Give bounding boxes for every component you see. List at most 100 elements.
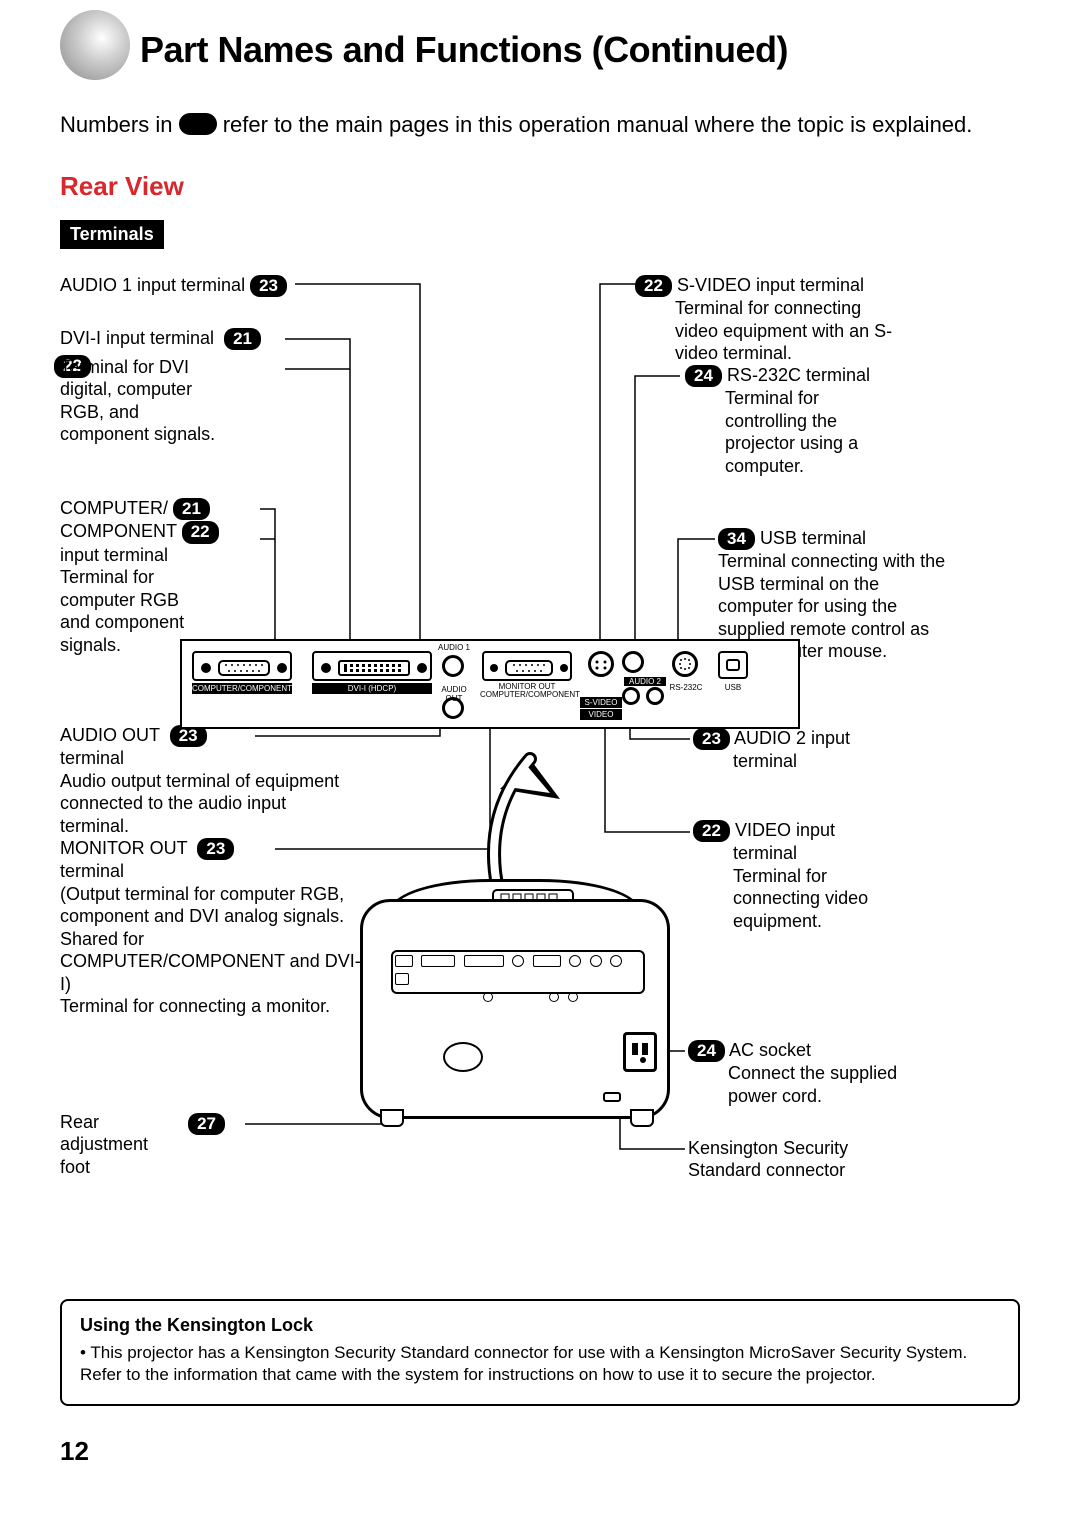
mini-port-icon	[549, 992, 559, 1002]
kensington-text-row: • This projector has a Kensington Securi…	[80, 1342, 1000, 1386]
callout-rearfoot: Rear adjustment foot 27	[60, 1111, 260, 1179]
rearfoot-title2: adjustment	[60, 1133, 148, 1156]
dvi-badge1: 21	[224, 328, 261, 350]
rs232-badge: 24	[685, 365, 722, 387]
port-rs232	[672, 651, 698, 677]
subsection-badge-terminals: Terminals	[60, 220, 164, 249]
mini-port-icon	[568, 992, 578, 1002]
intro-text: Numbers in refer to the main pages in th…	[60, 110, 1020, 141]
monitorout-badge: 23	[197, 838, 234, 860]
projector-rear-panel	[391, 950, 645, 994]
computer-title1: COMPUTER/	[60, 498, 168, 518]
mini-port-icon	[395, 955, 413, 967]
port-label-audioout: AUDIO OUT	[434, 685, 474, 703]
port-label-svideo: S-VIDEO	[580, 697, 622, 708]
callout-audio2: 23 AUDIO 2 input terminal	[693, 727, 933, 773]
svideo-port-icon	[591, 654, 611, 674]
projector-body	[360, 899, 670, 1119]
usb-title: USB terminal	[760, 528, 866, 548]
audioout-desc: Audio output terminal of equipment conne…	[60, 770, 340, 838]
videoin-badge: 22	[693, 820, 730, 842]
monitorout-desc: (Output terminal for computer RGB, compo…	[60, 883, 370, 996]
port-video	[622, 651, 644, 673]
projector-foot-left	[380, 1109, 404, 1127]
header-ornament-circle	[60, 10, 130, 80]
dvi-port-icon	[314, 653, 434, 683]
kensington-conn-title2: Standard connector	[688, 1159, 948, 1182]
dvi-desc: Terminal for DVI digital, computer RGB, …	[60, 356, 230, 446]
page-number: 12	[60, 1436, 1020, 1467]
callout-ac: 24 AC socket Connect the supplied power …	[688, 1039, 948, 1107]
port-label-audio1: AUDIO 1	[437, 643, 471, 652]
mini-port-icon	[569, 955, 581, 967]
kensington-lock-box: Using the Kensington Lock • This project…	[60, 1299, 1020, 1406]
mini-port-icon	[512, 955, 524, 967]
kensington-conn-title: Kensington Security	[688, 1137, 948, 1160]
audio2-title2: terminal	[733, 750, 933, 773]
monitorout-desc2: Terminal for connecting a monitor.	[60, 995, 370, 1018]
callout-rs232: 24 RS-232C terminal Terminal for control…	[685, 364, 925, 477]
kensington-heading: Using the Kensington Lock	[80, 1315, 1000, 1336]
callout-monitorout: MONITOR OUT 23 terminal (Output terminal…	[60, 837, 370, 1018]
usb-badge: 34	[718, 528, 755, 550]
audio1-title: AUDIO 1 input terminal	[60, 275, 245, 295]
port-label-dvi: DVI-I (HDCP)	[312, 683, 432, 694]
callout-kensington-conn: Kensington Security Standard connector	[688, 1137, 948, 1182]
vga-port-icon	[194, 653, 294, 683]
computer-badge2: 22	[182, 521, 219, 543]
mini-port-icon	[395, 973, 409, 985]
page-header: Part Names and Functions (Continued)	[60, 20, 1020, 80]
kensington-text: This projector has a Kensington Security…	[80, 1343, 967, 1384]
mini-port-icon	[533, 955, 561, 967]
kensington-slot-icon	[603, 1092, 621, 1102]
projector-foot-right	[630, 1109, 654, 1127]
port-label-computer: COMPUTER/COMPONENT	[192, 683, 292, 694]
port-label-monitor: MONITOR OUT COMPUTER/COMPONENT	[480, 683, 574, 699]
computer-title2: COMPONENT	[60, 521, 177, 541]
mini-port-icon	[421, 955, 455, 967]
audio2-title: AUDIO 2 input	[734, 728, 850, 748]
mini-port-icon	[483, 992, 493, 1002]
svideo-desc: Terminal for connecting video equipment …	[675, 297, 895, 365]
videoin-title2: terminal	[733, 842, 933, 865]
section-heading-rear-view: Rear View	[60, 171, 1020, 202]
port-label-rs232: RS-232C	[668, 683, 704, 692]
port-usb	[718, 651, 748, 679]
computer-title3: input terminal	[60, 544, 270, 567]
port-dvi	[312, 651, 432, 681]
rs232-desc: Terminal for controlling the projector u…	[725, 387, 905, 477]
port-label-usb: USB	[718, 683, 748, 692]
dvi-title: DVI-I input terminal	[60, 328, 214, 348]
page-ref-badge-icon	[179, 113, 217, 135]
audioout-title: AUDIO OUT	[60, 725, 160, 745]
terminal-panel-diagram: COMPUTER/COMPONENT DVI-I (HDCP) AUDIO 1 …	[180, 639, 800, 729]
svideo-badge: 22	[635, 275, 672, 297]
videoin-desc: Terminal for connecting video equipment.	[733, 865, 903, 933]
rs232-port-icon	[675, 654, 695, 674]
rear-view-diagram: AUDIO 1 input terminal 23 DVI-I input te…	[60, 269, 1020, 1289]
rearfoot-title: Rear	[60, 1111, 148, 1134]
rs232-title: RS-232C terminal	[727, 365, 870, 385]
ac-title: AC socket	[729, 1040, 811, 1060]
port-audio2-r	[646, 687, 664, 705]
callout-audio1: AUDIO 1 input terminal 23	[60, 274, 287, 297]
computer-desc: Terminal for computer RGB and component …	[60, 566, 190, 656]
monitor-port-icon	[484, 653, 574, 683]
port-audio1	[442, 655, 464, 677]
usb-port-icon	[720, 653, 746, 677]
port-audio2-l	[622, 687, 640, 705]
mini-port-icon	[590, 955, 602, 967]
ac-socket-icon	[623, 1032, 657, 1072]
svideo-title: S-VIDEO input terminal	[677, 275, 864, 295]
intro-before: Numbers in	[60, 112, 179, 137]
callout-audioout: AUDIO OUT 23 terminal Audio output termi…	[60, 724, 340, 837]
callout-computer: COMPUTER/ 21 COMPONENT 22 input terminal…	[60, 497, 270, 656]
port-svideo	[588, 651, 614, 677]
port-monitorout	[482, 651, 572, 681]
audioout-title2: terminal	[60, 747, 340, 770]
videoin-title: VIDEO input	[735, 820, 835, 840]
callout-videoin: 22 VIDEO input terminal Terminal for con…	[693, 819, 933, 932]
port-computer	[192, 651, 292, 681]
bullet-icon: •	[80, 1343, 86, 1362]
mini-port-icon	[464, 955, 504, 967]
